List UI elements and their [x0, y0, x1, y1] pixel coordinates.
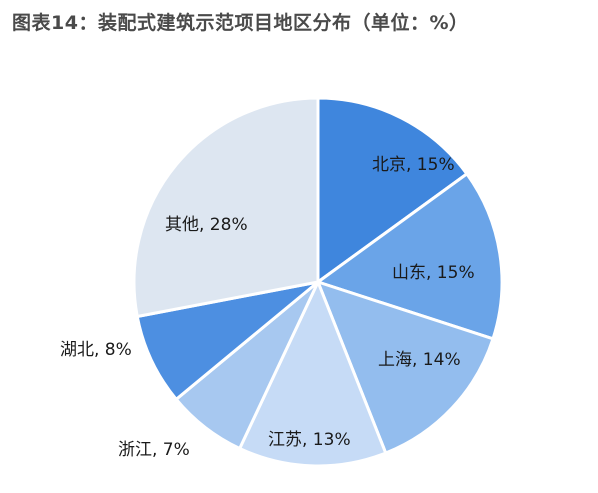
pie-slice-3 [315, 279, 495, 456]
pie-slice-2 [314, 171, 504, 341]
pie-slice-1 [316, 96, 469, 285]
pie-slices [132, 96, 504, 468]
slice-label-4: 江苏, 13% [268, 430, 351, 450]
pie-labels: 北京, 15% 山东, 15% 上海, 14% 江苏, 13% 浙江, 7% 湖北, 8%… [60, 155, 475, 460]
slice-label-1: 北京, 15% [372, 155, 455, 175]
pie-slice-7 [132, 96, 320, 319]
chart-title: 图表14：装配式建筑示范项目地区分布（单位：%） [12, 12, 469, 34]
slice-label-7: 其他, 28% [165, 215, 248, 235]
slice-label-5: 浙江, 7% [118, 440, 190, 460]
pie-slice-4 [237, 278, 388, 468]
pie-slice-6 [135, 280, 319, 402]
slice-label-3: 上海, 14% [378, 350, 461, 370]
slice-label-2: 山东, 15% [392, 263, 475, 283]
slice-label-6: 湖北, 8% [60, 340, 132, 360]
